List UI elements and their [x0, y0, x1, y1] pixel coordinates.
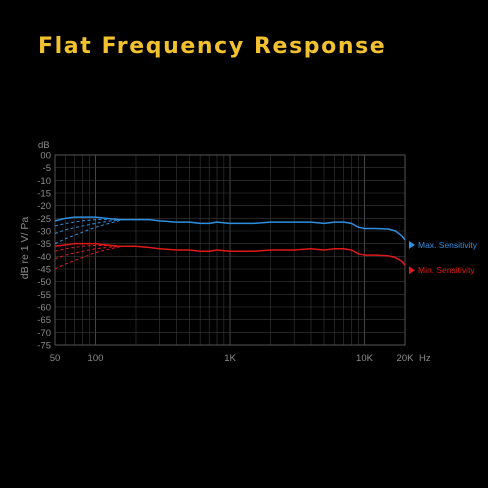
x-tick-label: 20K	[397, 353, 415, 364]
y-tick-label: -20	[37, 201, 51, 212]
y-tick-label: -75	[37, 341, 51, 352]
page-title: Flat Frequency Response	[38, 34, 387, 59]
rolloff-dashed-line	[54, 245, 123, 260]
series-line	[54, 242, 406, 266]
rolloff-dashed-line	[54, 219, 124, 245]
y-tick-label: -35	[37, 239, 51, 250]
legend-label: Max. Sensitivity	[418, 240, 478, 250]
y-tick-label: -40	[37, 252, 51, 263]
chart-legend: Max. Sensitivity Min. Sensitivity	[409, 240, 478, 275]
series-line	[54, 216, 406, 241]
chart-axes: dB Hz dB re 1 V/ Pa 00-5-10-15-20-25-30-…	[19, 140, 431, 364]
y-unit-label: dB	[38, 140, 50, 151]
plot-frame	[54, 154, 406, 346]
x-tick-label: 100	[88, 353, 104, 364]
y-tick-label: -5	[43, 163, 51, 174]
y-tick-label: -70	[37, 328, 51, 339]
rolloff-dashed-line	[54, 245, 124, 270]
y-tick-label: 00	[40, 151, 51, 162]
x-unit-label: Hz	[419, 353, 431, 364]
y-tick-label: -50	[37, 277, 51, 288]
y-tick-label: -55	[37, 290, 51, 301]
y-tick-label: -10	[37, 176, 51, 187]
y-tick-label: -60	[37, 303, 51, 314]
rolloff-dashed-line	[54, 218, 123, 227]
chart-series	[54, 216, 406, 270]
y-tick-label: -25	[37, 214, 51, 225]
legend-marker-icon	[409, 240, 415, 249]
legend-marker-icon	[409, 266, 415, 275]
x-tick-label: 1K	[224, 353, 236, 364]
rolloff-dashed-line	[54, 219, 124, 235]
x-tick-label: 50	[50, 353, 61, 364]
legend-label: Min. Sensitivity	[418, 265, 475, 275]
y-axis-label: dB re 1 V/ Pa	[19, 217, 31, 280]
x-tick-label: 10K	[356, 353, 374, 364]
y-tick-label: -30	[37, 227, 51, 238]
y-tick-label: -45	[37, 265, 51, 276]
y-tick-label: -65	[37, 315, 51, 326]
y-tick-label: -15	[37, 189, 51, 200]
rolloff-dashed-line	[54, 244, 123, 252]
